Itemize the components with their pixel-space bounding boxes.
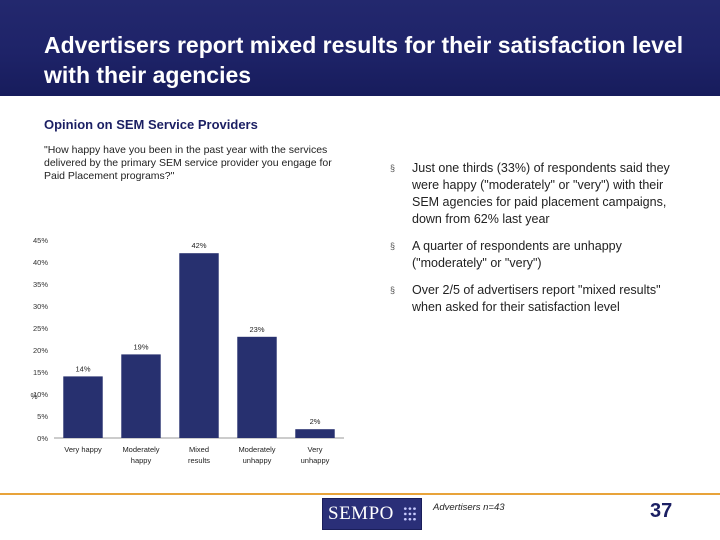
- bar-data-label: 2%: [310, 417, 321, 426]
- finding-text: Over 2/5 of advertisers report "mixed re…: [412, 283, 661, 314]
- x-tick-label: Very unhappy: [301, 445, 330, 465]
- y-tick-label: 10%: [33, 390, 48, 399]
- survey-question: "How happy have you been in the past yea…: [44, 144, 332, 182]
- y-tick-label: 0%: [37, 434, 48, 443]
- finding-item: § Just one thirds (33%) of respondents s…: [390, 160, 680, 228]
- bullet-marker: §: [390, 285, 396, 295]
- y-tick-label: 20%: [33, 346, 48, 355]
- bar-data-label: 23%: [249, 325, 264, 334]
- bar: [295, 429, 335, 438]
- bullet-marker: §: [390, 163, 396, 173]
- logo-dots-icon: [403, 506, 417, 522]
- bullet-marker: §: [390, 241, 396, 251]
- x-tick-label: Moderately happy: [122, 445, 159, 465]
- bar-data-label: 14%: [75, 364, 90, 373]
- bar-data-label: 42%: [191, 241, 206, 250]
- slide-title: Advertisers report mixed results for the…: [44, 32, 684, 88]
- bar: [63, 376, 103, 438]
- bar-data-label: 19%: [133, 342, 148, 351]
- finding-text: Just one thirds (33%) of respondents sai…: [412, 161, 670, 226]
- x-tick-label: Mixed results: [188, 445, 210, 465]
- footer-divider: [0, 493, 720, 495]
- chart-subtitle: Opinion on SEM Service Providers: [44, 117, 258, 132]
- bar: [121, 354, 161, 438]
- y-tick-label: 30%: [33, 302, 48, 311]
- finding-item: § Over 2/5 of advertisers report "mixed …: [390, 282, 680, 316]
- x-tick-label: Very happy: [64, 445, 102, 454]
- bar: [179, 253, 219, 438]
- finding-item: § A quarter of respondents are unhappy (…: [390, 238, 680, 272]
- y-tick-label: 15%: [33, 368, 48, 377]
- x-tick-label: Moderately unhappy: [238, 445, 275, 465]
- y-axis-label: %: [30, 392, 37, 401]
- slide-header: Advertisers report mixed results for the…: [0, 0, 720, 96]
- y-tick-label: 25%: [33, 324, 48, 333]
- page-number: 37: [650, 500, 673, 522]
- y-tick-label: 35%: [33, 280, 48, 289]
- findings-list: § Just one thirds (33%) of respondents s…: [390, 160, 680, 326]
- y-tick-label: 45%: [33, 236, 48, 245]
- y-tick-label: 5%: [37, 412, 48, 421]
- logo-wordmark: SEMPO: [328, 503, 394, 524]
- y-tick-label: 40%: [33, 258, 48, 267]
- sample-size-note: Advertisers n=43: [433, 502, 505, 513]
- bar: [237, 336, 277, 438]
- finding-text: A quarter of respondents are unhappy ("m…: [412, 239, 622, 270]
- sempo-logo: SEMPO: [322, 498, 422, 530]
- satisfaction-bar-chart: 0% 5% 10% 15% 20% 25% 30% 35% 40% 45%% 14% Very hap…: [30, 236, 344, 465]
